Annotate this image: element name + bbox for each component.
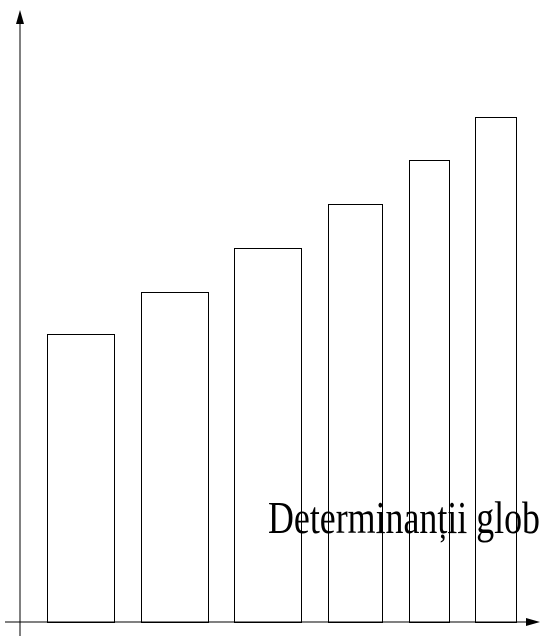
bar-1 [47, 334, 115, 623]
bar-2 [141, 292, 209, 623]
bar-6 [475, 117, 517, 623]
bar-5 [409, 160, 450, 623]
bar-4 [328, 204, 383, 623]
y-axis-arrow [16, 10, 24, 24]
x-axis-arrow [526, 618, 540, 626]
bars-group [47, 117, 517, 623]
bar-3 [234, 248, 302, 623]
annotation-label: Determinanții glob [268, 492, 540, 543]
